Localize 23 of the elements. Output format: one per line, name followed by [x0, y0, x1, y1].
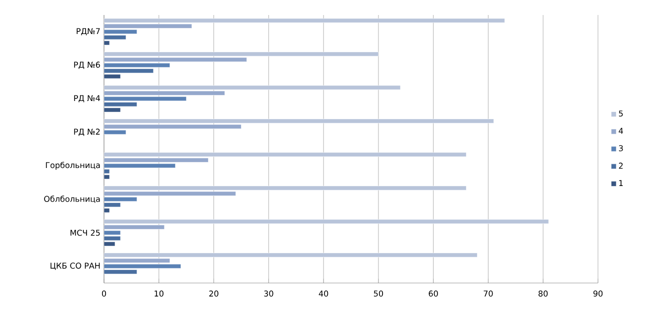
y-tick-label: Горбольница	[46, 162, 100, 170]
y-tick-label: РД №2	[74, 128, 100, 136]
y-tick-label: МСЧ 25	[70, 230, 100, 236]
legend-label: 3	[618, 145, 623, 152]
y-tick-label: ЦКБ СО РАН	[50, 262, 100, 270]
x-tick-label: 10	[154, 290, 164, 297]
x-tick-label: 80	[538, 290, 548, 297]
legend-label: 5	[618, 110, 623, 117]
x-tick-label: 20	[209, 290, 218, 297]
x-tick-label: 30	[264, 290, 274, 297]
y-tick-label: РД №4	[74, 95, 100, 102]
x-tick-label: 50	[374, 290, 384, 297]
y-tick-label: РД №6	[74, 62, 100, 69]
y-tick-label: Облбольница	[44, 196, 100, 203]
legend-label: 4	[618, 128, 624, 134]
x-tick-label: 70	[484, 290, 493, 297]
x-tick-label: 90	[593, 290, 603, 297]
x-tick-label: 40	[318, 290, 328, 297]
x-tick-label: 0	[102, 290, 106, 297]
y-tick-label: РД№7	[76, 28, 100, 36]
legend-label: 2	[618, 162, 623, 169]
x-tick-label: 60	[428, 290, 438, 297]
legend-label: 1	[619, 180, 623, 186]
